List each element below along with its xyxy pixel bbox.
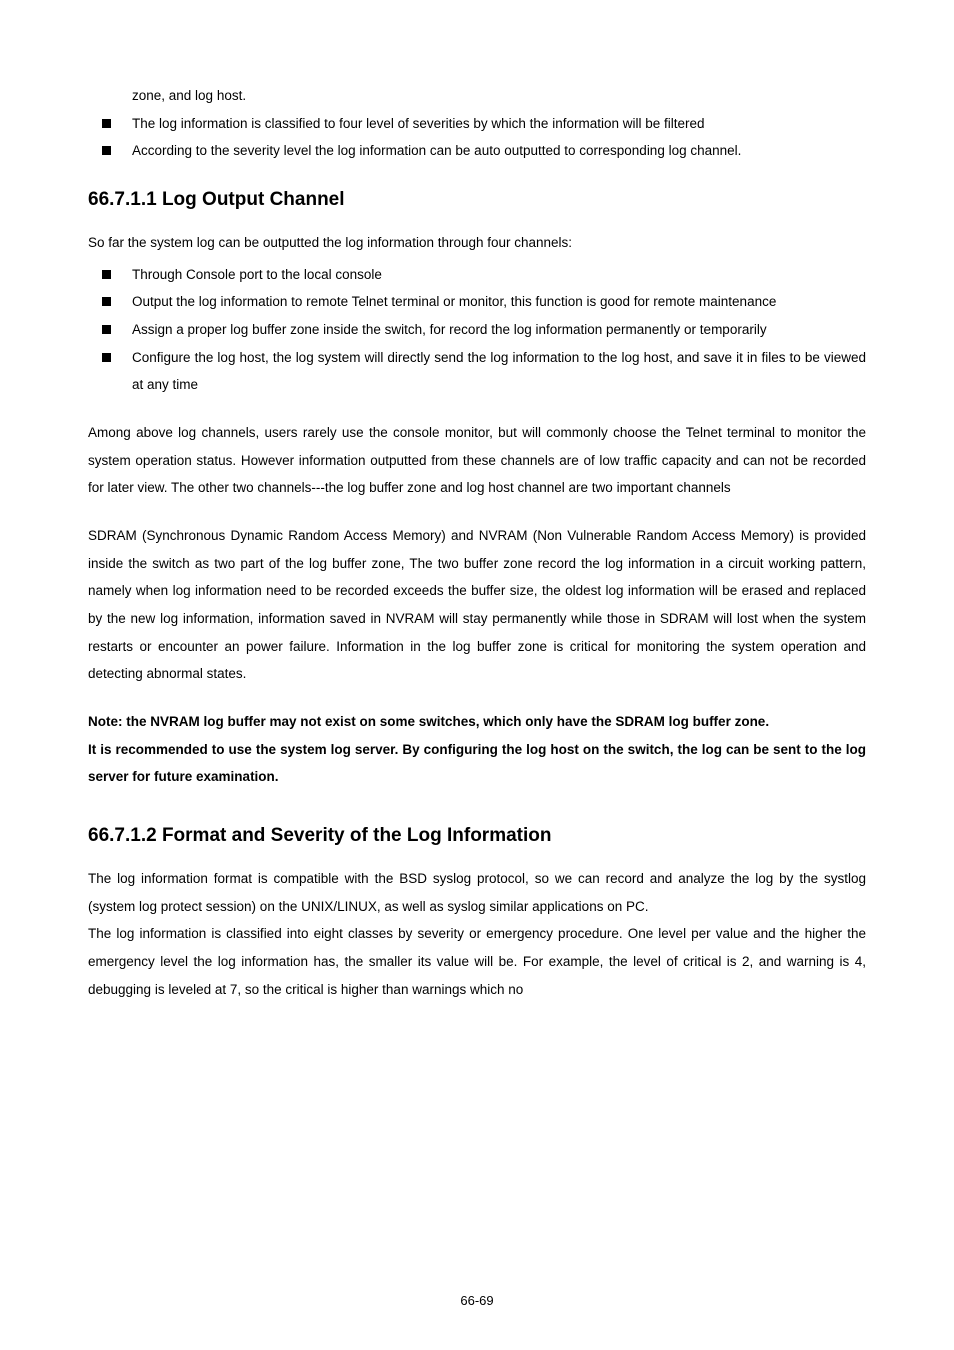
list-text: Through Console port to the local consol… [132, 267, 382, 282]
list-item: Through Console port to the local consol… [88, 261, 866, 289]
section1-intro: So far the system log can be outputted t… [88, 229, 866, 257]
list-item: Output the log information to remote Tel… [88, 288, 866, 316]
list-text: According to the severity level the log … [132, 143, 741, 158]
section1-note1: Note: the NVRAM log buffer may not exist… [88, 708, 866, 736]
section2-para2: The log information is classified into e… [88, 920, 866, 1003]
section2-para1: The log information format is compatible… [88, 865, 866, 920]
section-heading-2: 66.7.1.2 Format and Severity of the Log … [88, 825, 866, 847]
page-container: zone, and log host. The log information … [0, 0, 954, 1350]
list-item: Assign a proper log buffer zone inside t… [88, 316, 866, 344]
section-heading-1: 66.7.1.1 Log Output Channel [88, 189, 866, 211]
top-bullet-list: zone, and log host. The log information … [88, 82, 866, 165]
page-number: 66-69 [0, 1293, 954, 1308]
list-text: Output the log information to remote Tel… [132, 294, 776, 309]
section1-para2: SDRAM (Synchronous Dynamic Random Access… [88, 522, 866, 688]
section1-para1: Among above log channels, users rarely u… [88, 419, 866, 502]
list-text: Assign a proper log buffer zone inside t… [132, 322, 767, 337]
list-text: The log information is classified to fou… [132, 116, 705, 131]
section1-note2: It is recommended to use the system log … [88, 736, 866, 791]
list-text: Configure the log host, the log system w… [132, 350, 866, 393]
section1-list: Through Console port to the local consol… [88, 261, 866, 399]
list-item: Configure the log host, the log system w… [88, 344, 866, 399]
list-continuation: zone, and log host. [88, 82, 866, 110]
list-item: The log information is classified to fou… [88, 110, 866, 138]
list-text: zone, and log host. [132, 88, 246, 103]
list-item: According to the severity level the log … [88, 137, 866, 165]
